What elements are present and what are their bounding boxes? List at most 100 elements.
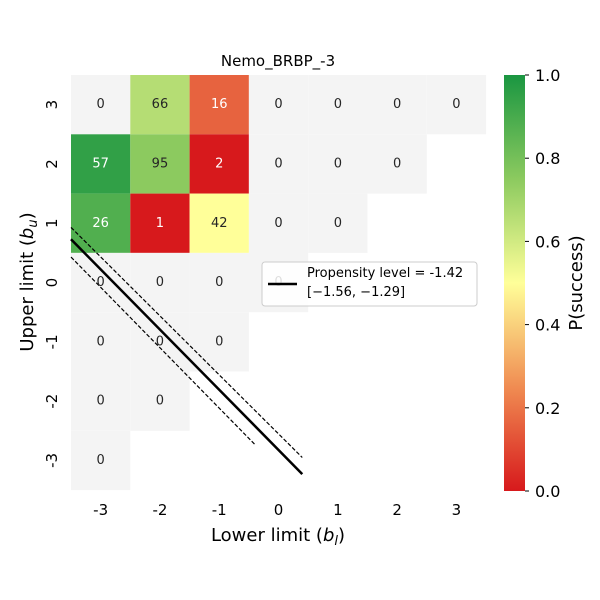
y-tick-label: 1 [43, 218, 61, 228]
heatmap-cell [130, 312, 190, 372]
y-tick-labels: 3 2 1 0 -1 -2 -3 [43, 100, 61, 468]
y-axis-title: Upper limit (bu) [17, 212, 41, 351]
heatmap-cell [248, 193, 309, 253]
cell-value-label: 0 [334, 216, 342, 231]
colorbar: 0.0 0.2 0.4 0.6 0.8 1.0 P(success) [504, 66, 587, 501]
cell-value-label: 2 [215, 156, 223, 171]
cell-value-label: 0 [334, 156, 342, 171]
heatmap-cell [248, 134, 309, 194]
colorbar-tick-label: 0.6 [535, 232, 560, 251]
x-axis-title-end: ) [338, 525, 345, 546]
cell-value-label: 0 [97, 334, 105, 349]
cell-value-label: 0 [156, 394, 164, 409]
cell-value-label: 95 [152, 156, 169, 171]
heatmap-cell [71, 252, 131, 313]
heatmap-cell [130, 75, 190, 135]
cell-value-label: 0 [215, 334, 223, 349]
y-tick-label: -1 [43, 334, 61, 349]
cell-value-label: 0 [156, 334, 164, 349]
cell-value-label: 26 [92, 216, 109, 231]
heatmap-cell [130, 252, 190, 313]
heatmap-cell [367, 134, 427, 194]
x-axis-title-var: b [323, 525, 334, 546]
heatmap-cell [367, 75, 427, 135]
heatmap-cell [130, 371, 190, 431]
heatmap-cell [71, 75, 131, 135]
y-tick-label: -2 [43, 394, 61, 409]
x-axis-title: Lower limit (bl) [211, 525, 345, 549]
x-axis-title-sub: l [334, 534, 338, 549]
heatmap-cell [426, 75, 487, 135]
colorbar-tick-label: 0.2 [535, 399, 560, 418]
y-axis-title-end: ) [17, 212, 38, 219]
legend-label-line2: [−1.56, −1.29] [307, 285, 405, 300]
propensity-ci-upper-line [70, 226, 303, 458]
y-axis-title-sub: u [26, 219, 41, 227]
colorbar-tick-label: 0.0 [535, 482, 560, 501]
legend-box [261, 261, 478, 307]
x-tick-label: 0 [274, 501, 284, 519]
heatmap-cell [71, 134, 131, 194]
heatmap-cell [71, 371, 131, 431]
heatmap-cell [189, 252, 249, 313]
heatmap-cell [130, 193, 190, 253]
cell-labels: 0661600005795200026142000000000000 [92, 97, 460, 468]
x-tick-label: 1 [333, 501, 343, 519]
heatmap-cell [248, 75, 309, 135]
cell-value-label: 0 [156, 275, 164, 290]
cell-value-label: 0 [215, 275, 223, 290]
legend: Propensity level = -1.42 [−1.56, −1.29] [261, 261, 478, 307]
legend-label-line1: Propensity level = -1.42 [307, 266, 463, 281]
colorbar-tick-label: 1.0 [535, 66, 560, 85]
cell-value-label: 0 [393, 156, 401, 171]
x-tick-label: -3 [93, 501, 108, 519]
heatmap-cell [71, 430, 131, 491]
cell-value-label: 42 [211, 216, 228, 231]
y-axis-title-var: b [17, 228, 38, 239]
x-tick-labels: -3 -2 -1 0 1 2 3 [93, 501, 461, 519]
x-tick-label: 2 [392, 501, 402, 519]
cell-value-label: 0 [393, 97, 401, 112]
cell-value-label: 0 [274, 156, 282, 171]
x-tick-label: 3 [452, 501, 462, 519]
heatmap-cell [189, 193, 249, 253]
heatmap-cell [308, 75, 368, 135]
chart-title: Nemo_BRBP_-3 [221, 52, 335, 71]
heatmap-cells [71, 75, 487, 491]
y-axis-title-main: Upper limit ( [17, 239, 38, 352]
cell-value-label: 0 [97, 275, 105, 290]
heatmap-cell [71, 312, 131, 372]
cell-value-label: 57 [92, 156, 109, 171]
colorbar-tick-label: 0.4 [535, 316, 560, 335]
cell-value-label: 0 [452, 97, 460, 112]
heatmap-cell [308, 134, 368, 194]
heatmap-cell [308, 193, 368, 253]
cell-value-label: 0 [97, 394, 105, 409]
colorbar-label: P(success) [566, 235, 587, 330]
y-tick-label: 3 [43, 100, 61, 110]
cell-value-label: 16 [211, 97, 228, 112]
x-axis-title-main: Lower limit ( [211, 525, 323, 546]
heatmap-cell [71, 193, 131, 253]
y-tick-label: 2 [43, 159, 61, 169]
propensity-line [70, 238, 304, 475]
colorbar-tick-label: 0.8 [535, 149, 560, 168]
cell-value-label: 0 [274, 97, 282, 112]
propensity-lines [70, 226, 304, 475]
cell-value-label: 0 [97, 97, 105, 112]
cell-value-label: 1 [156, 216, 164, 231]
propensity-ci-lower-line [70, 256, 256, 445]
heatmap-cell [189, 134, 249, 194]
heatmap-cell [130, 134, 190, 194]
heatmap-cell [189, 75, 249, 135]
cell-value-label: 66 [152, 97, 169, 112]
heatmap-cell [189, 312, 249, 372]
y-tick-label: -3 [43, 453, 61, 468]
cell-value-label: 0 [334, 97, 342, 112]
y-tick-label: 0 [43, 278, 61, 288]
colorbar-scale [504, 75, 525, 491]
cell-value-label: 0 [97, 453, 105, 468]
cell-value-label: 0 [274, 216, 282, 231]
x-tick-label: -1 [212, 501, 227, 519]
